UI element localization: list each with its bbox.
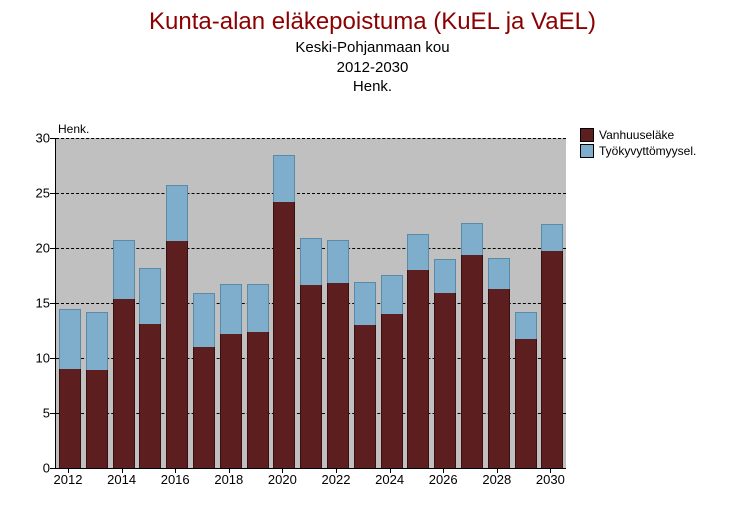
- bar-tyokyvyttomyys: [193, 293, 215, 347]
- bar-tyokyvyttomyys: [59, 309, 81, 369]
- bar-vanhuuselake: [461, 254, 483, 468]
- chart-subtitle: Keski-Pohjanmaan kou2012-2030Henk.: [0, 38, 745, 97]
- bar-vanhuuselake: [220, 333, 242, 468]
- legend-item: Työkyvyttömyysel.: [580, 144, 696, 158]
- bar-tyokyvyttomyys: [220, 284, 242, 333]
- ytick-mark: [50, 303, 55, 304]
- ytick-label: 5: [20, 406, 50, 421]
- legend-label: Vanhuuseläke: [599, 128, 674, 142]
- bar-tyokyvyttomyys: [300, 238, 322, 285]
- xtick-label: 2012: [54, 472, 83, 487]
- ytick-label: 15: [20, 296, 50, 311]
- bar-tyokyvyttomyys: [166, 185, 188, 241]
- bar-vanhuuselake: [407, 269, 429, 468]
- y-axis-label: Henk.: [58, 122, 89, 136]
- bar-vanhuuselake: [488, 288, 510, 468]
- xtick-label: 2024: [375, 472, 404, 487]
- ytick-label: 0: [20, 461, 50, 476]
- bar-vanhuuselake: [273, 201, 295, 468]
- xtick-label: 2026: [429, 472, 458, 487]
- bar-tyokyvyttomyys: [381, 275, 403, 315]
- xtick-label: 2022: [322, 472, 351, 487]
- ytick-mark: [50, 193, 55, 194]
- bar-tyokyvyttomyys: [515, 312, 537, 339]
- ytick-label: 25: [20, 186, 50, 201]
- bar-vanhuuselake: [86, 369, 108, 468]
- legend: Vanhuuseläke Työkyvyttömyysel.: [580, 128, 696, 160]
- ytick-label: 20: [20, 241, 50, 256]
- bar-tyokyvyttomyys: [247, 284, 269, 331]
- ytick-label: 10: [20, 351, 50, 366]
- ytick-label: 30: [20, 131, 50, 146]
- bar-tyokyvyttomyys: [86, 312, 108, 370]
- gridline: [56, 138, 566, 139]
- subtitle-line: Keski-Pohjanmaan kou: [0, 38, 745, 58]
- legend-item: Vanhuuseläke: [580, 128, 696, 142]
- bar-vanhuuselake: [59, 368, 81, 468]
- bar-vanhuuselake: [166, 240, 188, 468]
- xtick-label: 2016: [161, 472, 190, 487]
- bar-tyokyvyttomyys: [113, 240, 135, 298]
- subtitle-line: 2012-2030: [0, 58, 745, 78]
- chart-plot: Henk. 2012201420162018202020222024202620…: [55, 138, 565, 468]
- subtitle-line: Henk.: [0, 77, 745, 97]
- bar-vanhuuselake: [541, 250, 563, 468]
- bar-vanhuuselake: [139, 323, 161, 468]
- bar-tyokyvyttomyys: [434, 259, 456, 293]
- ytick-mark: [50, 358, 55, 359]
- ytick-mark: [50, 413, 55, 414]
- bar-tyokyvyttomyys: [354, 282, 376, 325]
- chart-title: Kunta-alan eläkepoistuma (KuEL ja VaEL): [0, 8, 745, 36]
- bar-vanhuuselake: [515, 338, 537, 468]
- xtick-label: 2020: [268, 472, 297, 487]
- bar-tyokyvyttomyys: [488, 258, 510, 289]
- bar-vanhuuselake: [381, 313, 403, 468]
- bar-vanhuuselake: [434, 292, 456, 468]
- bar-tyokyvyttomyys: [327, 240, 349, 283]
- bar-tyokyvyttomyys: [407, 234, 429, 270]
- xtick-label: 2018: [214, 472, 243, 487]
- bar-vanhuuselake: [113, 298, 135, 468]
- xtick-label: 2030: [536, 472, 565, 487]
- gridline: [56, 193, 566, 194]
- bar-vanhuuselake: [247, 331, 269, 468]
- bar-tyokyvyttomyys: [139, 268, 161, 324]
- bar-tyokyvyttomyys: [273, 155, 295, 202]
- bar-vanhuuselake: [193, 346, 215, 468]
- legend-swatch: [580, 144, 594, 158]
- legend-swatch: [580, 128, 594, 142]
- ytick-mark: [50, 248, 55, 249]
- ytick-mark: [50, 468, 55, 469]
- ytick-mark: [50, 138, 55, 139]
- bar-vanhuuselake: [354, 324, 376, 468]
- bar-tyokyvyttomyys: [461, 223, 483, 255]
- xtick-label: 2014: [107, 472, 136, 487]
- xtick-label: 2028: [482, 472, 511, 487]
- bar-tyokyvyttomyys: [541, 224, 563, 251]
- legend-label: Työkyvyttömyysel.: [599, 144, 696, 158]
- bar-vanhuuselake: [327, 282, 349, 468]
- bar-vanhuuselake: [300, 284, 322, 468]
